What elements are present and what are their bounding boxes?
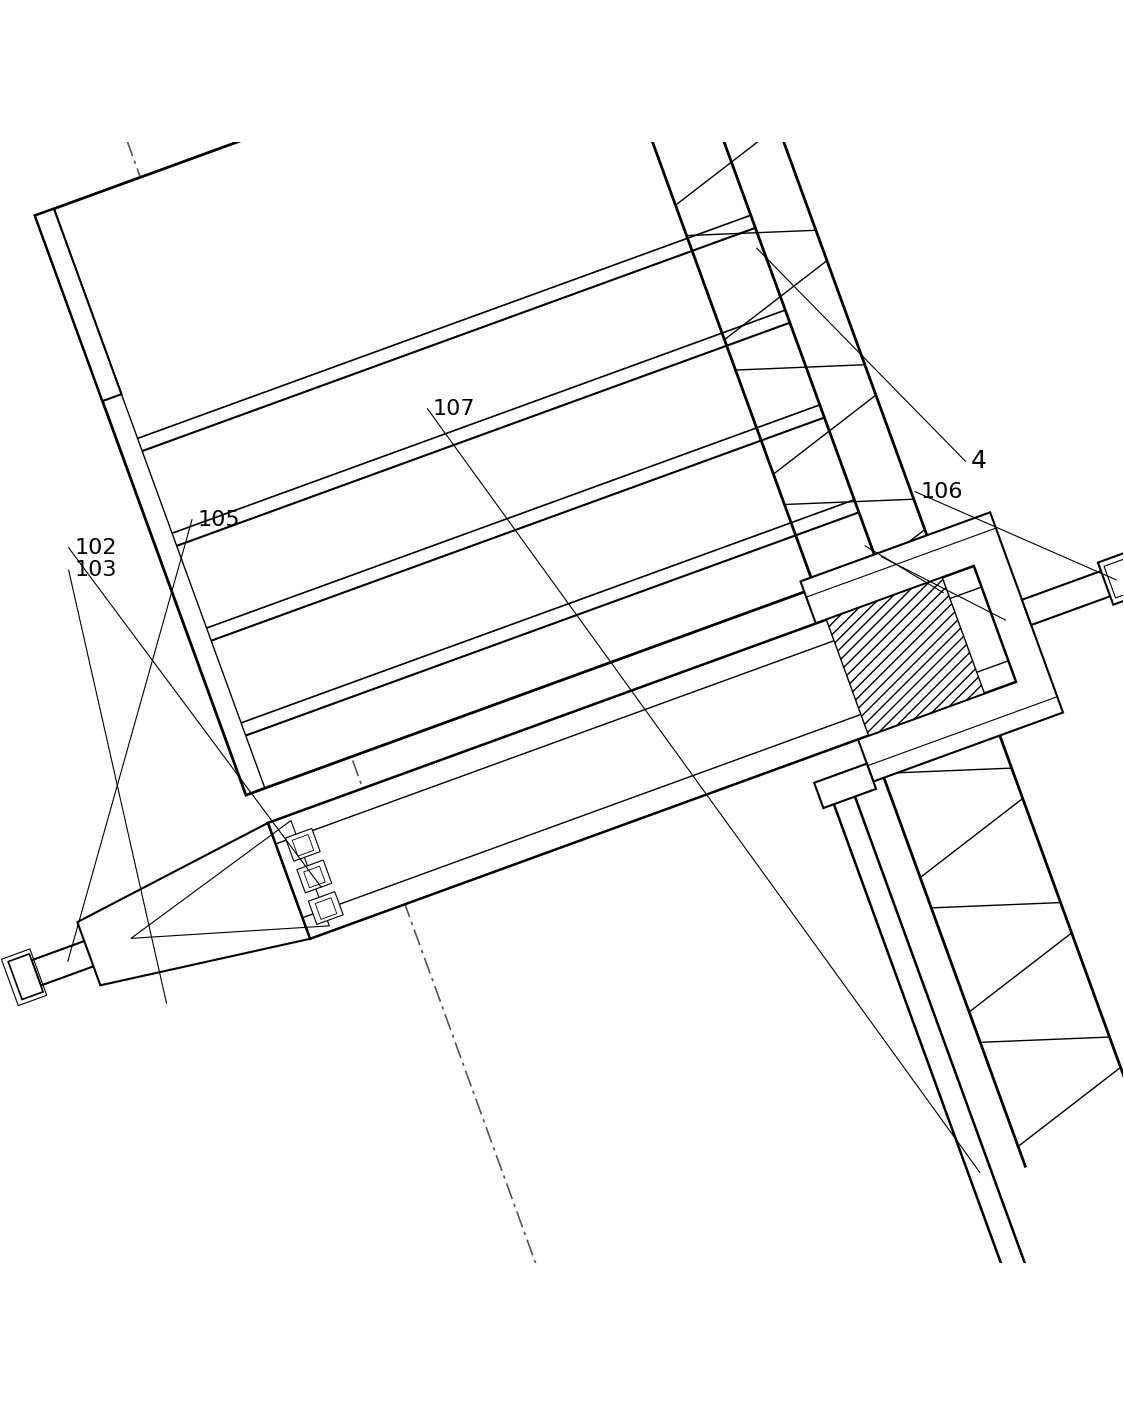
Polygon shape: [1098, 554, 1124, 604]
Polygon shape: [1022, 562, 1124, 625]
Text: 107: 107: [433, 399, 475, 419]
Text: 401: 401: [949, 583, 991, 603]
Text: 103: 103: [74, 561, 117, 580]
Polygon shape: [35, 0, 878, 795]
Text: 105: 105: [198, 510, 241, 530]
Polygon shape: [285, 829, 320, 861]
Polygon shape: [800, 513, 1063, 781]
Polygon shape: [8, 954, 43, 999]
Polygon shape: [308, 892, 343, 924]
Polygon shape: [268, 566, 1016, 939]
Polygon shape: [826, 577, 985, 736]
Text: 102: 102: [74, 538, 117, 558]
Polygon shape: [31, 864, 305, 985]
Polygon shape: [1012, 1304, 1057, 1338]
Polygon shape: [832, 790, 1048, 1335]
Text: 104: 104: [887, 547, 930, 566]
Polygon shape: [78, 823, 310, 985]
Text: 4: 4: [971, 450, 987, 473]
Polygon shape: [297, 860, 332, 892]
Polygon shape: [814, 763, 876, 808]
Text: 106: 106: [921, 482, 963, 502]
Polygon shape: [35, 209, 121, 400]
